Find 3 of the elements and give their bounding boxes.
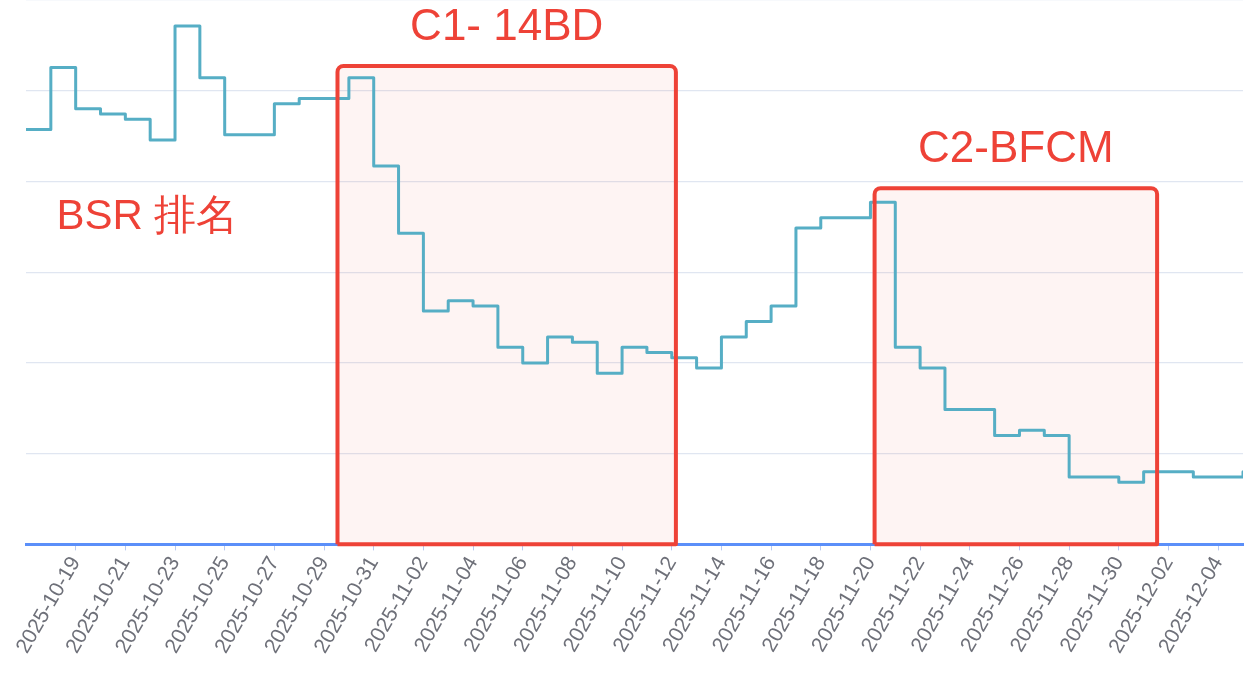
band-label: C2-BFCM — [918, 122, 1114, 172]
band-label: C1- 14BD — [410, 0, 604, 50]
annotation: BSR 排名 — [56, 191, 239, 239]
